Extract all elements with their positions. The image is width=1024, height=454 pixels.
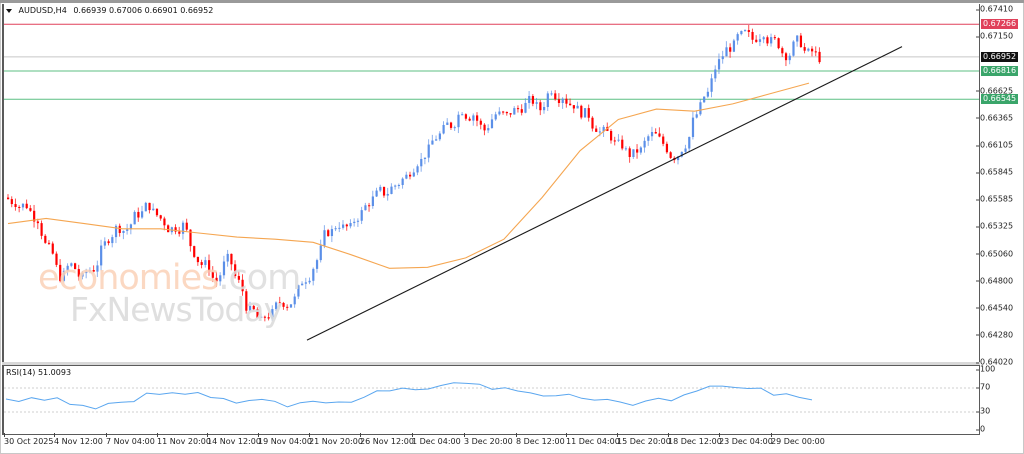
- time-tick: 29 Dec 00:00: [771, 433, 825, 446]
- rsi-line: [5, 382, 813, 410]
- time-tick: 21 Nov 20:00: [309, 433, 363, 446]
- support1-price-label: 0.66816: [981, 66, 1019, 77]
- price-tick: 0.66625: [975, 86, 1014, 96]
- time-tick: 26 Nov 12:00: [360, 433, 414, 446]
- time-tick: 30 Oct 2025: [4, 433, 54, 446]
- rsi-tick: 0: [975, 424, 986, 434]
- rsi-header: RSI(14) 51.0093: [6, 368, 72, 377]
- price-pane[interactable]: [2, 4, 980, 363]
- price-tick: 0.64020: [975, 357, 1014, 367]
- window-top-border: [0, 0, 1024, 3]
- watermark-economies: economies.com: [38, 258, 301, 298]
- price-tick: 0.66105: [975, 140, 1014, 150]
- price-axis[interactable]: 0.67410 0.67150 0.66625 0.66365 0.66105 0.658…: [975, 4, 1024, 434]
- rsi-tick: 100: [975, 364, 996, 374]
- price-tick: 0.66365: [975, 113, 1014, 123]
- time-tick: 23 Dec 04:00: [719, 433, 773, 446]
- price-tick: 0.67150: [975, 31, 1014, 41]
- time-tick: 8 Dec 12:00: [516, 433, 565, 446]
- rsi-tick: 30: [975, 406, 991, 416]
- ohlc-values: 0.66939 0.67006 0.66901 0.66952: [73, 6, 214, 15]
- candlestick-chart: [4, 23, 979, 341]
- time-tick: 7 Nov 04:00: [106, 433, 155, 446]
- trendline: [306, 46, 903, 341]
- time-tick: 14 Nov 12:00: [207, 433, 261, 446]
- rsi-tick: 70: [975, 382, 991, 392]
- time-tick: 15 Dec 20:00: [617, 433, 671, 446]
- price-tick: 0.64800: [975, 276, 1014, 286]
- time-axis[interactable]: 30 Oct 2025 4 Nov 12:00 7 Nov 04:00 11 Nov …: [2, 433, 980, 452]
- time-tick: 4 Nov 12:00: [54, 433, 103, 446]
- symbol-label: AUDUSD,H4: [18, 6, 67, 15]
- moving-average-line: [7, 82, 810, 269]
- rsi-line-chart: [4, 382, 979, 413]
- price-tick: 0.64280: [975, 330, 1014, 340]
- time-tick: 11 Nov 20:00: [157, 433, 211, 446]
- price-tick: 0.67410: [975, 4, 1014, 14]
- triangle-down-icon[interactable]: [6, 8, 12, 13]
- time-tick: 19 Nov 04:00: [258, 433, 312, 446]
- time-tick: 1 Dec 04:00: [412, 433, 461, 446]
- price-tick: 0.65060: [975, 249, 1014, 259]
- price-tick: 0.65325: [975, 221, 1014, 231]
- current-price-label: 0.66952: [981, 51, 1019, 62]
- resistance-price-label: 0.67266: [981, 19, 1019, 30]
- price-tick: 0.64540: [975, 303, 1014, 313]
- price-tick: 0.65845: [975, 167, 1014, 177]
- watermark-fxnewstoday: FxNewsToday: [70, 290, 283, 329]
- support2-price-label: 0.66545: [981, 94, 1019, 105]
- time-tick: 18 Dec 12:00: [668, 433, 722, 446]
- time-tick: 11 Dec 04:00: [566, 433, 620, 446]
- time-tick: 3 Dec 20:00: [464, 433, 513, 446]
- price-tick: 0.65585: [975, 194, 1014, 204]
- rsi-pane[interactable]: [2, 365, 980, 435]
- chart-header: AUDUSD,H4 0.66939 0.67006 0.66901 0.6695…: [6, 6, 213, 15]
- pane-separator[interactable]: [2, 362, 980, 365]
